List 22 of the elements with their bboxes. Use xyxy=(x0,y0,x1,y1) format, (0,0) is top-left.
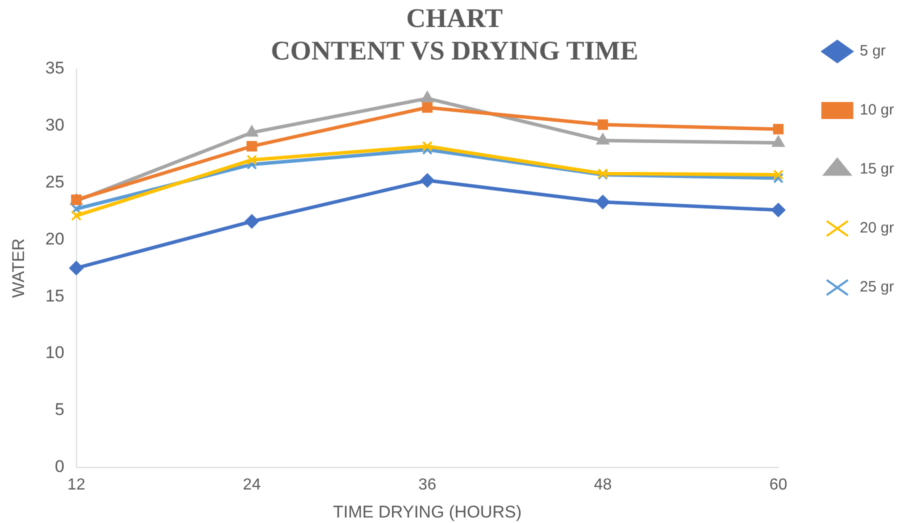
x-tick-label: 12 xyxy=(67,476,86,494)
legend-label: 5 gr xyxy=(860,42,886,60)
y-tick-label: 10 xyxy=(45,343,64,362)
x-tick-label: 24 xyxy=(242,476,261,494)
y-tick-label: 35 xyxy=(45,58,64,78)
text: CHART xyxy=(406,3,503,34)
y-tick-label: 0 xyxy=(54,457,64,476)
legend-label: 25 gr xyxy=(860,278,894,296)
x-tick-label: 60 xyxy=(769,476,788,494)
y-tick-label: 30 xyxy=(45,115,64,134)
x-tick-label: 36 xyxy=(418,476,436,494)
y-tick-label: 20 xyxy=(45,229,64,248)
y-axis-title: WATER xyxy=(8,238,28,298)
x-tick-label: 48 xyxy=(594,476,612,494)
legend-label: 20 gr xyxy=(860,220,894,237)
x-axis-title: TIME DRYING (HOURS) xyxy=(333,502,522,522)
text: CONTENT VS DRYING TIME xyxy=(270,36,638,66)
y-tick-label: 5 xyxy=(54,400,64,420)
legend-label: 15 gr xyxy=(860,160,894,178)
y-tick-label: 15 xyxy=(45,286,64,306)
legend-label: 10 gr xyxy=(860,102,894,119)
y-tick-label: 25 xyxy=(45,172,64,192)
